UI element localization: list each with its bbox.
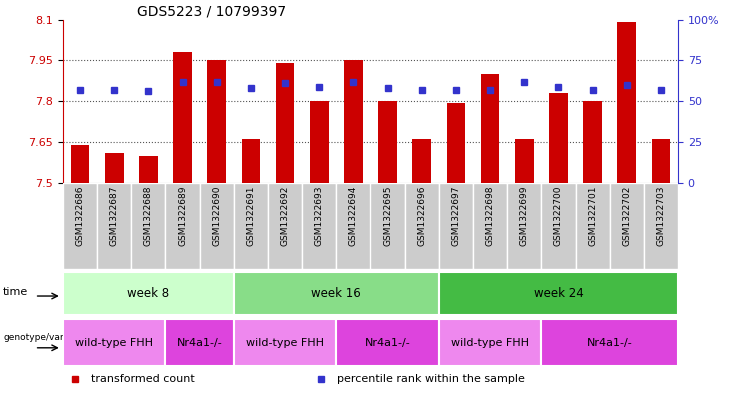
Text: GSM1322690: GSM1322690 [212, 185, 222, 246]
Bar [405, 183, 439, 269]
Text: GSM1322697: GSM1322697 [451, 185, 460, 246]
Bar [63, 183, 97, 269]
Bar [242, 139, 260, 183]
Bar [439, 183, 473, 269]
Bar [651, 139, 671, 183]
Bar [131, 183, 165, 269]
Text: percentile rank within the sample: percentile rank within the sample [336, 374, 525, 384]
Bar [610, 183, 644, 269]
Bar [336, 183, 370, 269]
Text: GSM1322692: GSM1322692 [281, 185, 290, 246]
Bar [63, 319, 165, 366]
Bar [199, 183, 234, 269]
Text: week 16: week 16 [311, 287, 361, 300]
Bar [165, 183, 199, 269]
Text: GSM1322700: GSM1322700 [554, 185, 563, 246]
Bar [336, 319, 439, 366]
Bar [234, 319, 336, 366]
Bar [447, 103, 465, 183]
Bar [549, 93, 568, 183]
Text: time: time [3, 286, 28, 296]
Bar [302, 183, 336, 269]
Bar [507, 183, 542, 269]
Text: week 24: week 24 [534, 287, 583, 300]
Bar [473, 183, 507, 269]
Text: GSM1322695: GSM1322695 [383, 185, 392, 246]
Bar [617, 22, 637, 183]
Bar [542, 183, 576, 269]
Bar [576, 183, 610, 269]
Text: GDS5223 / 10799397: GDS5223 / 10799397 [137, 4, 286, 18]
Text: transformed count: transformed count [90, 374, 194, 384]
Text: GSM1322687: GSM1322687 [110, 185, 119, 246]
Bar [412, 139, 431, 183]
Bar [276, 63, 294, 183]
Bar [378, 101, 397, 183]
Text: genotype/variation: genotype/variation [3, 334, 90, 342]
Bar [268, 183, 302, 269]
Text: GSM1322693: GSM1322693 [315, 185, 324, 246]
Text: Nr4a1-/-: Nr4a1-/- [587, 338, 633, 348]
Bar [165, 319, 234, 366]
Bar [344, 61, 363, 183]
Bar [310, 101, 329, 183]
Bar [542, 319, 678, 366]
Bar [173, 52, 192, 183]
Text: GSM1322686: GSM1322686 [76, 185, 84, 246]
Text: GSM1322699: GSM1322699 [519, 185, 529, 246]
Bar [481, 74, 499, 183]
Text: week 8: week 8 [127, 287, 170, 300]
Text: wild-type FHH: wild-type FHH [76, 338, 153, 348]
Bar [644, 183, 678, 269]
Text: GSM1322698: GSM1322698 [485, 185, 494, 246]
Text: GSM1322691: GSM1322691 [247, 185, 256, 246]
Text: wild-type FHH: wild-type FHH [451, 338, 529, 348]
Bar [234, 183, 268, 269]
Bar [439, 319, 542, 366]
Text: Nr4a1-/-: Nr4a1-/- [177, 338, 222, 348]
Bar [439, 272, 678, 316]
Bar [139, 156, 158, 183]
Bar [63, 272, 234, 316]
Bar [104, 153, 124, 183]
Text: GSM1322688: GSM1322688 [144, 185, 153, 246]
Text: GSM1322696: GSM1322696 [417, 185, 426, 246]
Text: GSM1322703: GSM1322703 [657, 185, 665, 246]
Bar [515, 139, 534, 183]
Text: GSM1322701: GSM1322701 [588, 185, 597, 246]
Text: wild-type FHH: wild-type FHH [246, 338, 324, 348]
Bar [70, 145, 90, 183]
Text: GSM1322689: GSM1322689 [178, 185, 187, 246]
Text: Nr4a1-/-: Nr4a1-/- [365, 338, 411, 348]
Bar [234, 272, 439, 316]
Bar [370, 183, 405, 269]
Bar [583, 101, 602, 183]
Text: GSM1322702: GSM1322702 [622, 185, 631, 246]
Text: GSM1322694: GSM1322694 [349, 185, 358, 246]
Bar [97, 183, 131, 269]
Bar [207, 61, 226, 183]
